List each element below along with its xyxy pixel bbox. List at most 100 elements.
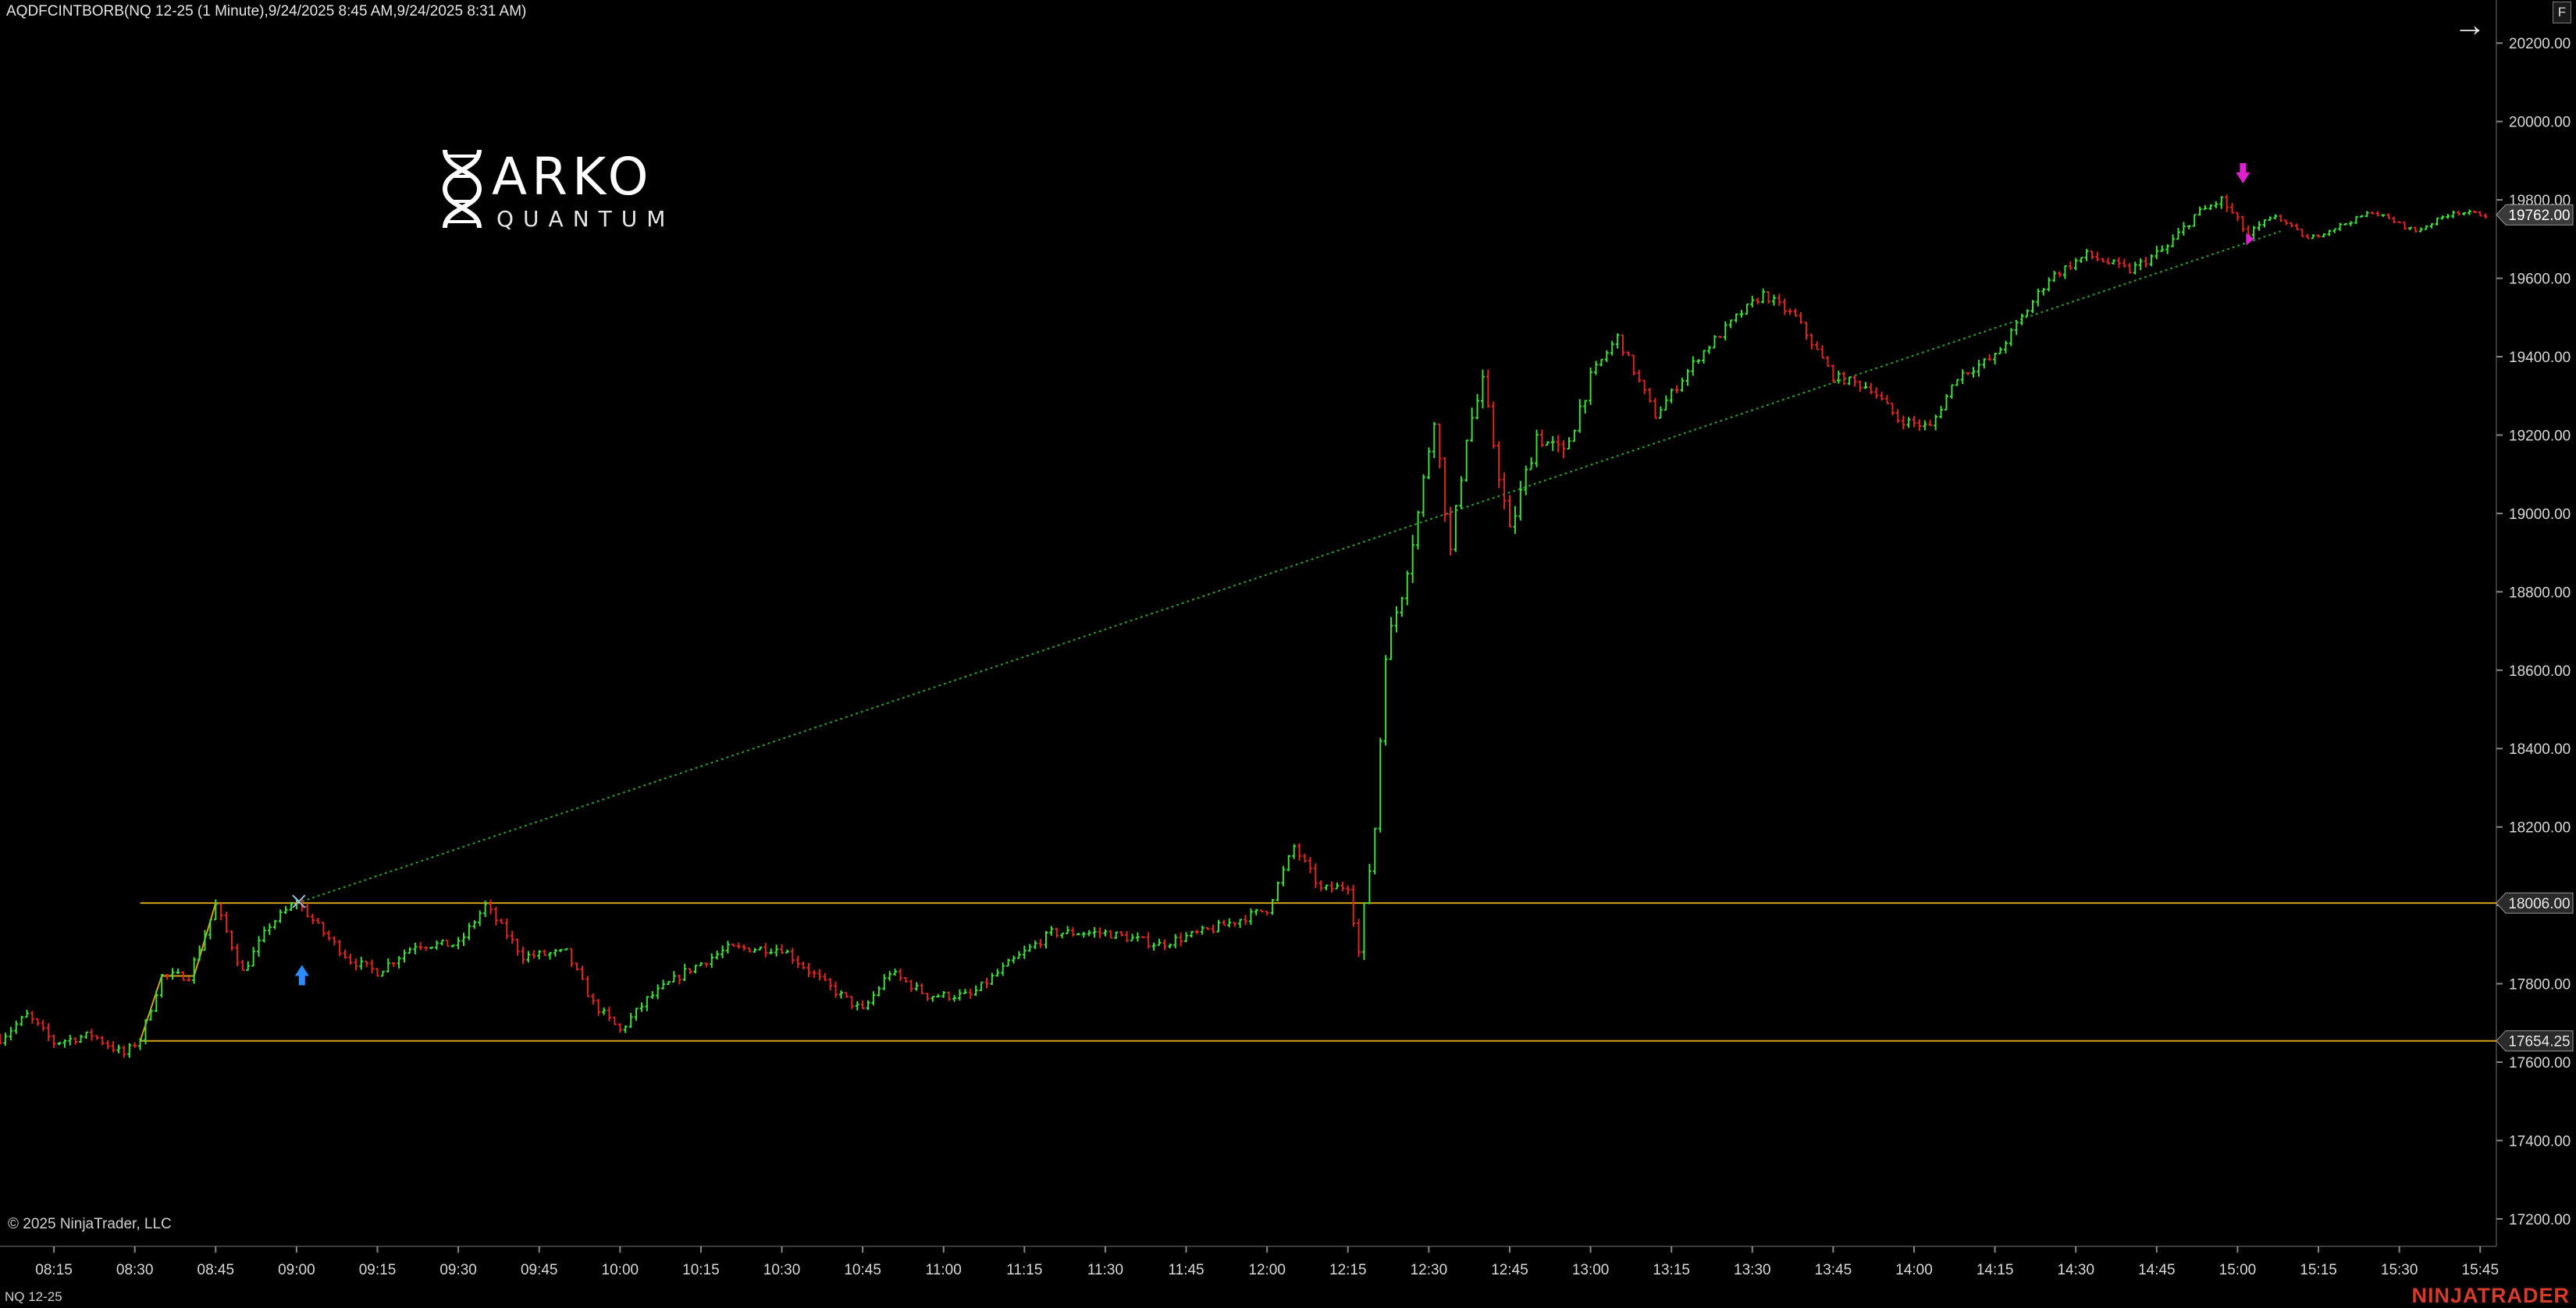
candle <box>537 950 542 960</box>
candle <box>1955 379 1959 386</box>
candle <box>435 940 439 951</box>
candle <box>262 926 266 943</box>
x-tick-label: 12:00 <box>1248 1262 1286 1278</box>
x-axis[interactable]: 08:15 08:30 08:45 09:00 09:15 09:30 09:45 10:00… <box>35 1246 2499 1278</box>
candle <box>984 977 989 989</box>
candle <box>2176 228 2180 240</box>
candle <box>1993 353 1998 364</box>
candle <box>2214 201 2218 208</box>
candle <box>1923 420 1927 431</box>
candle <box>1815 341 1820 350</box>
candle <box>671 971 676 983</box>
candle <box>1362 902 1366 961</box>
x-tick-label: 13:30 <box>1734 1262 1771 1278</box>
candle <box>1173 933 1178 949</box>
candle <box>1049 926 1054 937</box>
candle <box>2316 234 2321 238</box>
candle <box>973 985 978 997</box>
y-tick-label: 18400.00 <box>2509 741 2571 758</box>
candle <box>35 1018 40 1026</box>
candle <box>1674 385 1679 393</box>
x-tick-label: 14:30 <box>2057 1262 2094 1278</box>
candle <box>769 948 774 954</box>
candle <box>806 963 811 978</box>
candle <box>682 964 687 981</box>
arrow-right-icon[interactable]: → <box>2453 6 2486 43</box>
candle <box>1286 855 1291 872</box>
candle <box>1470 407 1475 443</box>
candle <box>1507 495 1512 528</box>
candle <box>877 986 881 997</box>
candle <box>213 899 218 921</box>
candle <box>257 936 261 957</box>
candle <box>305 903 310 918</box>
candle <box>1017 951 1021 959</box>
candle <box>165 974 169 980</box>
candle <box>2181 222 2186 236</box>
candle <box>1313 863 1318 888</box>
candle <box>2403 221 2407 230</box>
candle <box>1303 854 1307 863</box>
candle <box>1847 376 1852 386</box>
candle <box>1518 481 1523 521</box>
chart-axes <box>0 0 2497 1247</box>
candle <box>1971 367 1976 378</box>
candle <box>1788 308 1792 315</box>
candle <box>1663 395 1668 411</box>
candle <box>1416 510 1420 550</box>
candle <box>1928 419 1933 427</box>
candle <box>467 922 471 940</box>
candle <box>94 1035 99 1040</box>
candle <box>1594 361 1598 375</box>
candle <box>2058 271 2062 278</box>
candle <box>823 972 827 982</box>
candle <box>736 942 741 949</box>
candle <box>1394 606 1399 633</box>
y-tick-label: 17400.00 <box>2509 1133 2571 1150</box>
range-lines <box>139 902 2496 1042</box>
candle <box>322 922 326 937</box>
candle <box>1680 377 1685 393</box>
candle <box>564 947 568 951</box>
candle <box>2240 215 2245 233</box>
candle <box>962 989 967 994</box>
logo-subtitle: QUANTUM <box>496 206 675 232</box>
candle <box>790 947 795 965</box>
candle <box>2025 309 2030 317</box>
candle <box>1583 400 1588 414</box>
candle <box>543 949 547 956</box>
candle <box>2273 214 2278 219</box>
candle <box>2359 215 2364 218</box>
candle <box>375 968 379 977</box>
y-tick-label: 18200.00 <box>2509 820 2571 837</box>
candle <box>995 969 1000 977</box>
candle <box>478 910 482 926</box>
candle <box>283 905 288 915</box>
candle <box>1426 447 1431 480</box>
candle <box>1615 333 1620 349</box>
candle <box>1270 898 1275 915</box>
candle <box>1464 439 1469 482</box>
x-tick-label: 09:45 <box>521 1262 558 1278</box>
candle <box>1901 415 1905 430</box>
candle <box>1524 465 1528 496</box>
candle <box>2127 263 2132 274</box>
candle <box>1820 345 1825 359</box>
x-tick-label: 09:30 <box>439 1262 477 1278</box>
candle <box>424 946 429 951</box>
candle <box>2073 258 2078 271</box>
candle <box>2197 206 2202 216</box>
candle <box>726 940 730 954</box>
x-tick-label: 08:15 <box>35 1262 73 1278</box>
candle <box>817 969 822 981</box>
candle <box>628 1012 633 1029</box>
candle <box>839 990 843 999</box>
f-button[interactable]: F <box>2553 2 2571 23</box>
candle <box>882 974 887 990</box>
candle <box>397 956 401 969</box>
candle <box>2047 277 2051 292</box>
candle <box>494 906 498 926</box>
candle <box>1357 919 1361 957</box>
candle <box>1589 368 1593 405</box>
